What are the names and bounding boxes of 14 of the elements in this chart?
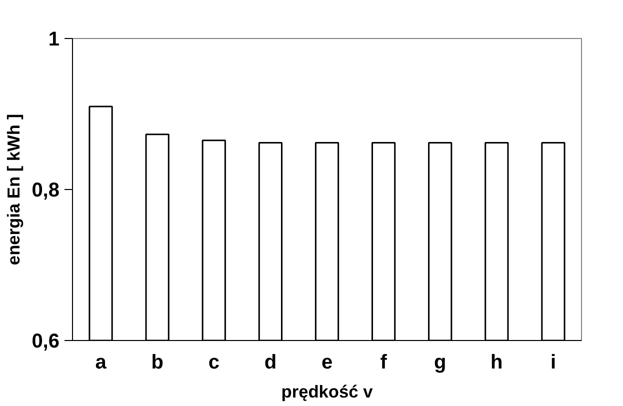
y-tick-label: 1 bbox=[48, 28, 60, 50]
y-tick-label: 0,8 bbox=[32, 180, 60, 202]
x-tick-label: f bbox=[380, 352, 388, 374]
x-axis-title: prędkość v bbox=[281, 382, 374, 402]
x-tick-label: i bbox=[550, 352, 556, 374]
x-tick-label: c bbox=[208, 352, 220, 374]
x-tick-label: d bbox=[264, 352, 277, 374]
y-axis-title: energia En [ kWh ] bbox=[4, 114, 24, 266]
x-tick-label: a bbox=[95, 352, 108, 374]
x-tick-label: b bbox=[151, 352, 164, 374]
x-tick-label: e bbox=[321, 352, 333, 374]
y-tick-label: 0,6 bbox=[32, 330, 60, 352]
x-tick-label: h bbox=[490, 352, 503, 374]
x-tick-label: g bbox=[434, 352, 446, 374]
